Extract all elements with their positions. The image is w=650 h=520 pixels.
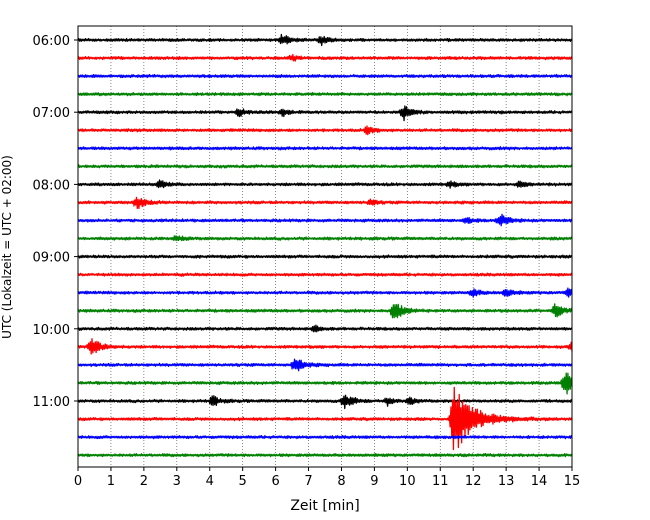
x-tick-label: 13 — [498, 474, 515, 489]
x-tick-label: 5 — [239, 474, 247, 489]
trace-line — [77, 394, 573, 410]
trace-line — [77, 287, 573, 298]
trace-line — [77, 434, 573, 440]
trace-line — [77, 105, 573, 122]
trace-line — [77, 338, 573, 355]
trace-line — [77, 53, 573, 62]
y-tick-label: 07:00 — [33, 106, 70, 121]
x-tick-label: 14 — [531, 474, 548, 489]
y-axis-label: UTC (Lokalzeit = UTC + 02:00) — [0, 155, 14, 339]
trace-line — [77, 164, 573, 169]
trace-line — [77, 358, 573, 372]
trace-line — [77, 324, 573, 333]
x-tick-label: 2 — [140, 474, 148, 489]
trace-line — [77, 235, 573, 242]
x-tick-label: 8 — [337, 474, 345, 489]
trace-line — [77, 91, 573, 97]
x-tick-label: 9 — [370, 474, 378, 489]
x-tick-label: 15 — [564, 474, 581, 489]
trace-line — [77, 254, 573, 259]
trace-line — [77, 272, 573, 277]
x-tick-label: 4 — [206, 474, 214, 489]
trace-line — [77, 372, 573, 395]
y-tick-label: 10:00 — [33, 323, 70, 338]
x-tick-label: 3 — [173, 474, 181, 489]
y-axis: 06:00 07:00 08:00 09:00 10:00 11:00 — [33, 34, 78, 410]
x-tick-label: 10 — [399, 474, 416, 489]
x-axis: 0 1 2 3 4 5 6 7 8 9 10 11 12 13 14 15 — [74, 467, 580, 489]
y-tick-label: 11:00 — [33, 395, 70, 410]
x-tick-label: 6 — [271, 474, 279, 489]
y-tick-label: 08:00 — [33, 178, 70, 193]
x-tick-label: 12 — [465, 474, 482, 489]
trace-line — [77, 196, 573, 210]
x-axis-label: Zeit [min] — [290, 498, 359, 514]
trace-line — [77, 452, 573, 458]
trace-line — [77, 146, 573, 151]
x-tick-label: 7 — [304, 474, 312, 489]
trace-line — [77, 73, 573, 79]
trace-line — [77, 213, 573, 227]
x-tick-label: 11 — [432, 474, 449, 489]
trace-group — [77, 33, 573, 458]
y-tick-label: 09:00 — [33, 251, 70, 266]
trace-line — [77, 179, 573, 189]
trace-line — [77, 303, 573, 319]
x-tick-label: 0 — [74, 474, 82, 489]
trace-line — [77, 125, 573, 136]
x-tick-label: 1 — [107, 474, 115, 489]
plot-frame — [77, 25, 573, 468]
y-tick-label: 06:00 — [33, 34, 70, 49]
trace-line — [77, 33, 573, 47]
trace-line — [77, 386, 573, 451]
